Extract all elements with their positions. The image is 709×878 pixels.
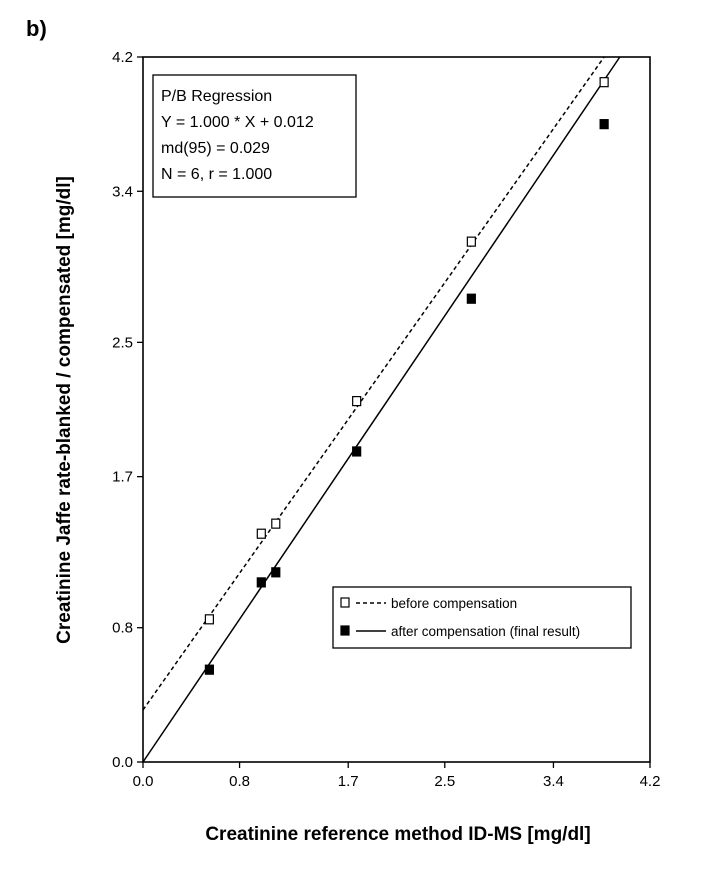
point-series-0 [256,528,266,539]
data-points [204,77,609,675]
x-tick-label: 4.2 [640,773,661,790]
y-tick-label: 0.0 [112,754,133,771]
x-axis-title: Creatinine reference method ID-MS [mg/dl… [205,824,590,845]
point-series-1 [256,577,266,588]
plot-area-frame [142,56,651,763]
legend-frame [332,586,632,649]
legend-marker-after [340,625,350,636]
regression-md: md(95) = 0.029 [161,140,270,157]
y-tick-label: 2.5 [112,334,133,351]
regression-equation: Y = 1.000 * X + 0.012 [161,114,314,131]
regression-title: P/B Regression [161,88,272,105]
point-series-1 [599,119,609,130]
y-tick-label: 4.2 [112,49,133,66]
point-series-0 [271,518,281,529]
y-tick-label: 1.7 [112,469,133,486]
point-series-0 [466,236,476,247]
legend-label-after: after compensation (final result) [391,624,580,639]
regression-stats: N = 6, r = 1.000 [161,166,272,183]
point-series-1 [204,664,214,675]
x-tick-label: 2.5 [434,773,455,790]
y-tick-label: 0.8 [112,620,133,637]
regression-box: P/B Regression Y = 1.000 * X + 0.012 md(… [152,74,357,198]
point-series-1 [352,446,362,457]
fit-line-series-1 [142,56,621,763]
x-tick-label: 1.7 [338,773,359,790]
x-tick-label: 0.0 [133,773,154,790]
legend: before compensation after compensation (… [332,586,632,649]
regression-box-frame [152,74,357,198]
y-tick-label: 3.4 [112,183,133,200]
fit-lines [142,56,621,763]
point-series-0 [352,396,362,407]
x-tick-label: 0.8 [229,773,250,790]
legend-label-before: before compensation [391,596,517,611]
y-axis-title: Creatinine Jaffe rate-blanked / compensa… [54,176,75,644]
x-tick-label: 3.4 [543,773,564,790]
y-axis-ticks: 0.0 0.8 1.7 2.5 3.4 4.2 [112,49,143,771]
legend-marker-before [340,597,350,608]
point-series-1 [466,293,476,304]
panel-label: b) [26,16,47,41]
fit-line-series-0 [142,56,605,711]
point-series-0 [599,77,609,88]
x-axis-ticks: 0.0 0.8 1.7 2.5 3.4 4.2 [133,762,661,790]
point-series-1 [271,567,281,578]
point-series-0 [204,614,214,625]
